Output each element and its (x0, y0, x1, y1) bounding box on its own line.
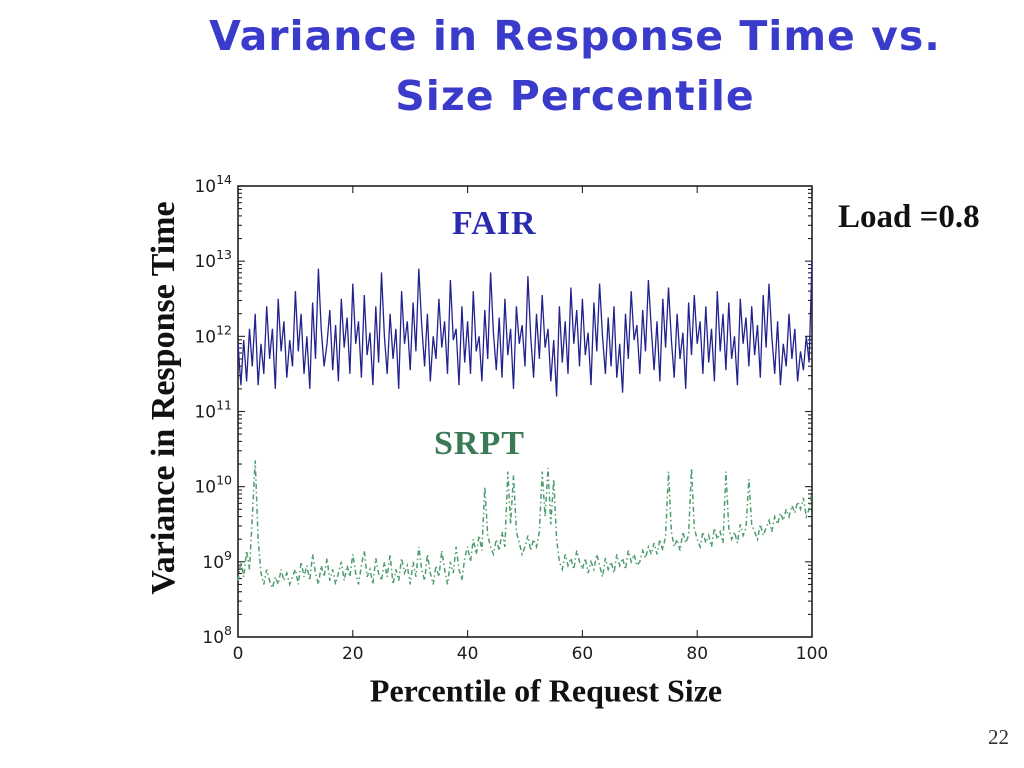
srpt-line (237, 460, 813, 591)
svg-text:1014: 1014 (194, 172, 232, 197)
svg-text:1013: 1013 (194, 247, 232, 272)
y-axis-label: Variance in Response Time (145, 201, 182, 595)
svg-text:1010: 1010 (194, 473, 232, 498)
svg-text:0: 0 (233, 644, 244, 664)
svg-text:60: 60 (572, 644, 594, 664)
y-tick-labels: 108 109 1010 1011 1012 1013 1014 (194, 172, 232, 648)
plot-frame (237, 185, 813, 638)
svg-text:40: 40 (457, 644, 479, 664)
fair-line (237, 261, 813, 397)
svg-text:80: 80 (686, 644, 708, 664)
slide-title-line-2: Size Percentile (395, 72, 755, 120)
svg-text:100: 100 (796, 644, 828, 664)
srpt-series-label: SRPT (434, 425, 525, 462)
svg-text:1012: 1012 (194, 322, 232, 347)
fair-series-label: FAIR (452, 205, 537, 242)
slide-title-line-1: Variance in Response Time vs. (209, 12, 941, 60)
axis-ticks (237, 185, 813, 638)
page-number: 22 (988, 725, 1009, 749)
x-tick-labels: 0 20 40 60 80 100 (233, 644, 829, 664)
svg-text:108: 108 (202, 623, 232, 648)
svg-text:20: 20 (342, 644, 364, 664)
svg-text:1011: 1011 (194, 398, 232, 423)
svg-text:109: 109 (202, 548, 232, 573)
x-axis-label: Percentile of Request Size (369, 672, 723, 709)
slide-title: Variance in Response Time vs. Size Perce… (110, 6, 1024, 126)
load-annotation: Load =0.8 (838, 199, 980, 235)
